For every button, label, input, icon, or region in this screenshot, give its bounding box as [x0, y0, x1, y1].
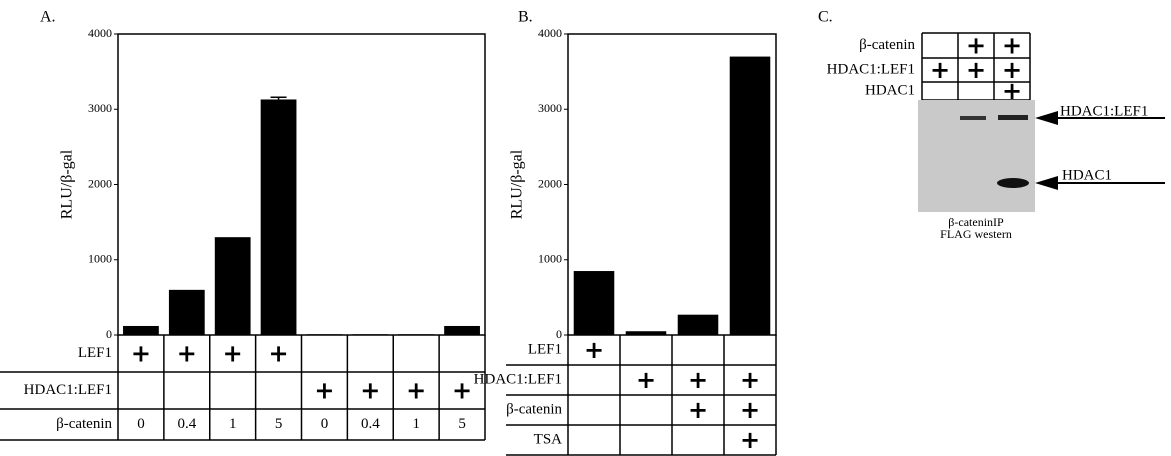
- row-label: HDAC1:LEF1: [24, 382, 112, 398]
- y-axis-label: RLU/β-gal: [509, 149, 526, 219]
- table-cell: 0.4: [361, 416, 380, 432]
- table-cell: +: [966, 56, 986, 84]
- table-cell: +: [131, 340, 151, 368]
- table-cell: 5: [275, 416, 283, 432]
- bar: [169, 290, 205, 335]
- table-cell: +: [269, 340, 289, 368]
- row-label: HDAC1:LEF1: [474, 371, 562, 387]
- blot-caption: FLAG western: [940, 227, 1012, 241]
- y-tick-label: 0: [556, 327, 562, 341]
- y-tick-label: 2000: [538, 176, 562, 190]
- table-cell: +: [406, 377, 426, 405]
- arrow-head: [1035, 176, 1058, 190]
- bar: [574, 271, 615, 335]
- panel-label: B.: [518, 9, 533, 26]
- bar: [678, 315, 719, 335]
- y-tick-label: 2000: [88, 176, 112, 190]
- figure: A.01000200030004000RLU/β-galLEF1++++HDAC…: [0, 0, 1171, 456]
- row-label: HDAC1: [865, 82, 915, 98]
- table-cell: +: [688, 366, 708, 394]
- table-cell: +: [452, 377, 472, 405]
- table-cell: +: [584, 336, 604, 364]
- row-label: TSA: [534, 431, 563, 447]
- row-label: β-catenin: [56, 416, 112, 432]
- table-cell: +: [740, 426, 760, 454]
- bar: [626, 331, 667, 335]
- table-cell: 1: [412, 416, 420, 432]
- error-bar: [271, 97, 287, 99]
- table-cell: 1: [229, 416, 237, 432]
- y-tick-label: 4000: [88, 26, 112, 40]
- bar: [398, 334, 434, 335]
- y-tick-label: 3000: [88, 101, 112, 115]
- blot-band: [997, 178, 1029, 188]
- row-label: LEF1: [528, 341, 562, 357]
- y-axis-label: RLU/β-gal: [59, 149, 76, 219]
- y-tick-label: 3000: [538, 101, 562, 115]
- table-cell: +: [740, 366, 760, 394]
- blot-band: [960, 116, 986, 120]
- bar: [730, 57, 771, 335]
- y-tick-label: 0: [106, 327, 112, 341]
- band-label: HDAC1: [1062, 167, 1112, 183]
- blot-band: [998, 115, 1028, 120]
- row-label: β-catenin: [859, 37, 915, 53]
- table-cell: +: [740, 396, 760, 424]
- table-cell: +: [360, 377, 380, 405]
- row-label: β-catenin: [506, 401, 562, 417]
- table-cell: 0.4: [177, 416, 196, 432]
- table-cell: +: [930, 56, 950, 84]
- table-cell: 5: [458, 416, 466, 432]
- band-label: HDAC1:LEF1: [1060, 103, 1148, 119]
- table-cell: +: [636, 366, 656, 394]
- arrow-head: [1035, 111, 1058, 125]
- bar: [444, 326, 480, 335]
- y-tick-label: 4000: [538, 26, 562, 40]
- y-tick-label: 1000: [88, 252, 112, 266]
- bar: [261, 99, 297, 335]
- table-cell: 0: [321, 416, 329, 432]
- row-label: HDAC1:LEF1: [827, 61, 915, 77]
- table-cell: 0: [137, 416, 145, 432]
- row-label: LEF1: [78, 345, 112, 361]
- bar: [307, 334, 343, 335]
- table-cell: +: [177, 340, 197, 368]
- y-tick-label: 1000: [538, 252, 562, 266]
- bar: [352, 334, 388, 335]
- table-cell: +: [314, 377, 334, 405]
- table-cell: +: [223, 340, 243, 368]
- bar: [123, 326, 159, 335]
- panel-label: C.: [818, 9, 833, 26]
- panel-label: A.: [40, 9, 56, 26]
- bar: [215, 237, 251, 335]
- table-cell: +: [688, 396, 708, 424]
